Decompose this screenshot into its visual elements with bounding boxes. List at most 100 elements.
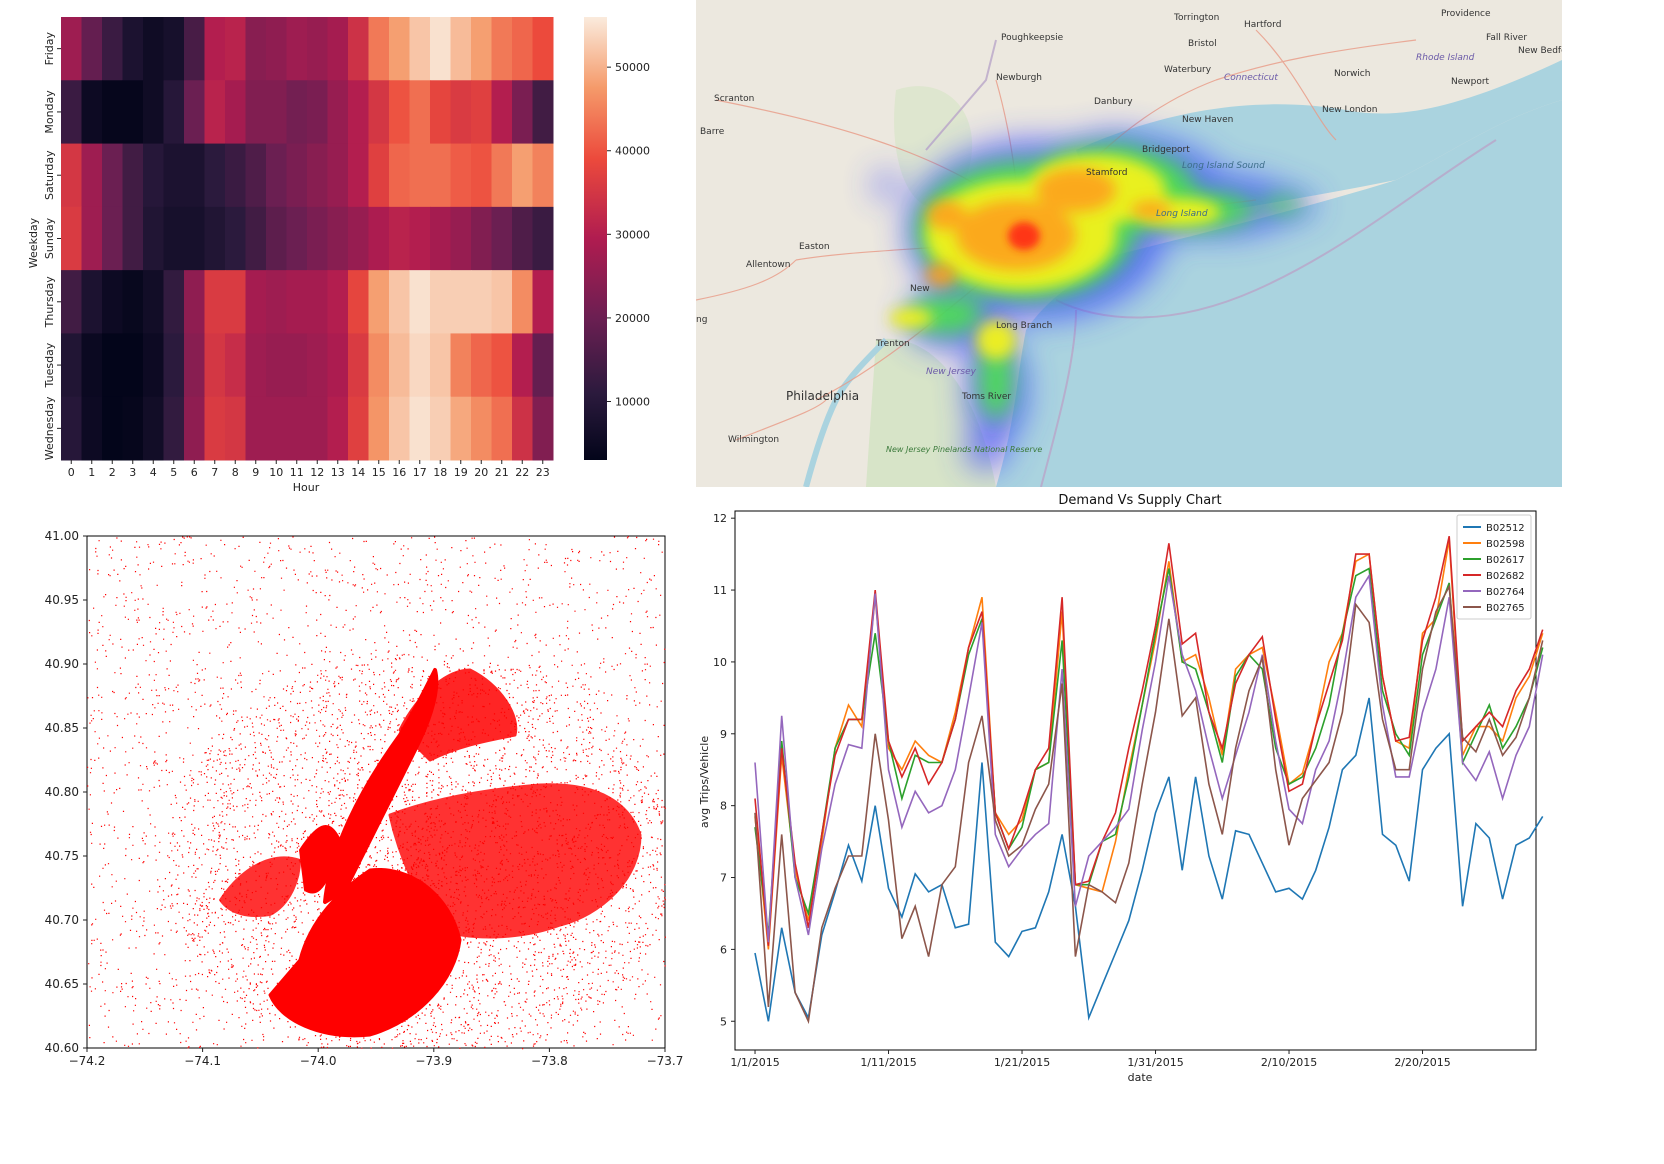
scatter-x-tick-label: −74.0: [300, 1054, 337, 1068]
line-x-tick-label: 2/20/2015: [1394, 1056, 1450, 1069]
heatmap-x-tick-label: 20: [474, 466, 488, 479]
map-label-new-london: New London: [1322, 105, 1377, 115]
legend-label: B02512: [1486, 523, 1525, 534]
heatmap-x-tick-label: 4: [150, 466, 157, 479]
heatmap-cell: [450, 333, 472, 398]
legend-label: B02764: [1486, 587, 1525, 598]
heatmap-cell: [430, 17, 451, 81]
heatmap-cell: [471, 333, 492, 398]
scatter-x-tick-label: −73.9: [415, 1054, 452, 1068]
heatmap-cell: [225, 270, 246, 334]
line-x-tick-label: 2/10/2015: [1261, 1056, 1317, 1069]
map-label-providence: Providence: [1441, 9, 1491, 19]
heatmap-cell: [307, 17, 328, 81]
heatmap-cell: [225, 396, 246, 461]
heatmap-x-tick-label: 10: [269, 466, 283, 479]
heatmap-cell: [245, 206, 267, 271]
heatmap-cell: [327, 270, 349, 334]
heatmap-cell: [81, 17, 103, 81]
heatmap-cell: [307, 396, 328, 461]
scatter-x-tick-label: −74.2: [69, 1054, 106, 1068]
heatmap-cell: [81, 270, 103, 334]
heatmap-x-tick-label: 8: [232, 466, 239, 479]
heatmap-cell: [368, 143, 390, 208]
heatmap-cell: [61, 270, 82, 334]
heatmap-cell: [81, 143, 103, 208]
heatmap-cell: [61, 17, 82, 81]
heatmap-x-ticks: 0 1 2 3 4 5 6 7 8 9 10 11 12 13 14 15 16 17 18 19 20 21 22 23: [68, 460, 550, 479]
heatmap-cell: [307, 333, 328, 398]
heatmap-cell: [163, 270, 185, 334]
heatmap-x-tick-label: 19: [454, 466, 468, 479]
line-y-ticks: 5 6 7 8 9 10 11 12: [713, 512, 735, 1028]
heatmap-cell: [81, 206, 103, 271]
scatter-x-tick-label: −74.1: [184, 1054, 221, 1068]
heatmap-cell: [266, 270, 287, 334]
heatmap-x-tick-label: 2: [109, 466, 116, 479]
heatmap-cell: [430, 143, 451, 208]
heatmap-cell: [143, 270, 164, 334]
colorbar-tick-label: 50000: [615, 61, 650, 74]
heatmap-cell: [450, 270, 472, 334]
heatmap-x-tick-label: 22: [515, 466, 529, 479]
map-label-waterbury: Waterbury: [1164, 65, 1212, 75]
heatmap-cell: [409, 396, 431, 461]
scatter-y-tick-label: 40.70: [45, 913, 79, 927]
heatmap-cell: [184, 80, 205, 145]
heatmap-cell: [368, 17, 390, 81]
heatmap-cell: [225, 80, 246, 145]
map-label-fall-river: Fall River: [1486, 33, 1527, 43]
series-line-B02512: [754, 697, 1544, 1022]
heatmap-cell: [245, 396, 267, 461]
heatmap-cell: [266, 206, 287, 271]
scatter-y-tick-label: 40.65: [45, 977, 79, 991]
heatmap-cell: [102, 80, 123, 145]
heatmap-cell: [184, 396, 205, 461]
heatmap-cell: [163, 17, 185, 81]
legend-label: B02617: [1486, 555, 1525, 566]
heatmap-cell: [102, 333, 123, 398]
heatmap-cell: [491, 17, 513, 81]
heatmap-cell: [266, 80, 287, 145]
heatmap-x-tick-label: 11: [290, 466, 304, 479]
heatmap-y-tick-label: Wednesday: [43, 396, 56, 460]
heatmap-cell: [512, 396, 533, 461]
map-label-pinelands: New Jersey Pinelands National Reserve: [886, 445, 1042, 454]
line-y-tick-label: 11: [713, 584, 727, 597]
heatmap-cell: [471, 17, 492, 81]
heat-overlay-red: [1008, 222, 1040, 250]
heatmap-cell: [307, 143, 328, 208]
heatmap-cell: [102, 17, 123, 81]
heatmap-x-tick-label: 16: [392, 466, 406, 479]
heatmap-cell: [143, 80, 164, 145]
heatmap-cell: [81, 396, 103, 461]
heatmap-cell: [348, 80, 369, 145]
map-label-long-island: Long Island: [1156, 209, 1208, 219]
heatmap-cell: [471, 206, 492, 271]
heatmap-cell: [286, 270, 308, 334]
heatmap-cell: [430, 270, 451, 334]
colorbar-tick-label: 30000: [615, 228, 650, 241]
heatmap-cells: [61, 17, 554, 461]
heatmap-x-tick-label: 23: [536, 466, 550, 479]
heatmap-cell: [81, 333, 103, 398]
map-labels: Torrington Hartford Providence Poughkeep…: [696, 9, 1562, 454]
line-legend: B02512 B02598 B02617 B02682 B02764 B02765: [1456, 514, 1532, 620]
heatmap-cell: [204, 143, 226, 208]
line-x-label: date: [1128, 1071, 1153, 1084]
heatmap-cell: [348, 206, 369, 271]
map-label-allentown: Allentown: [746, 260, 791, 270]
heatmap-cell: [491, 143, 513, 208]
heatmap-cell: [532, 270, 554, 334]
legend-label: B02765: [1486, 603, 1525, 614]
map-label-new-jersey: New Jersey: [926, 367, 977, 377]
heatmap-cell: [389, 17, 410, 81]
heatmap-cell: [532, 80, 554, 145]
heatmap-cell: [389, 396, 410, 461]
heatmap-cell: [163, 333, 185, 398]
heatmap-cell: [430, 206, 451, 271]
heatmap-cell: [430, 396, 451, 461]
heatmap-cell: [327, 17, 349, 81]
heatmap-cell: [512, 80, 533, 145]
map-parkland: [866, 338, 996, 487]
